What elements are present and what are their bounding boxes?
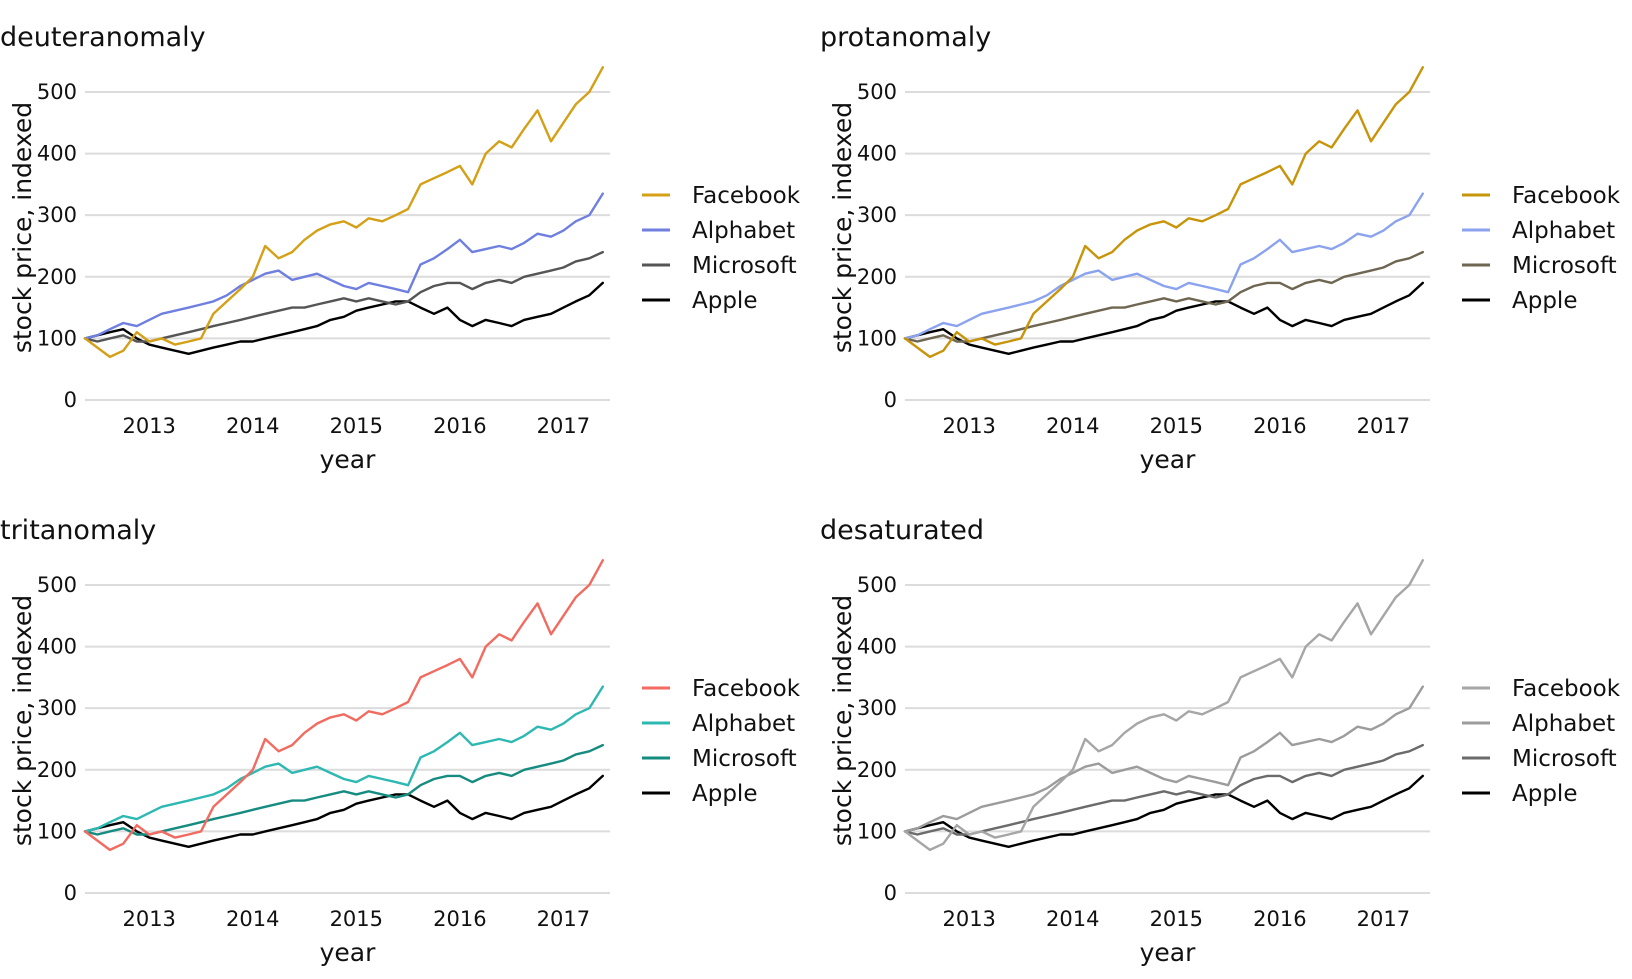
- legend-label: Apple: [692, 781, 757, 807]
- series-line-apple: [903, 281, 1424, 355]
- x-tick-label: 2014: [1046, 414, 1099, 438]
- y-tick-label: 100: [857, 819, 897, 843]
- legend-label: Apple: [1512, 288, 1577, 314]
- y-tick-label: 200: [37, 265, 77, 289]
- y-tick-label: 100: [37, 819, 77, 843]
- x-tick-label: 2013: [122, 907, 175, 931]
- y-axis-title: stock price, indexed: [8, 102, 37, 353]
- legend-label: Microsoft: [692, 253, 797, 279]
- series-line-apple: [903, 774, 1424, 848]
- x-tick-label: 2013: [122, 414, 175, 438]
- chart-panel: tritanomaly 0 100 200 300 400 500 2013 2014 2015 2…: [0, 515, 801, 967]
- x-tick-label: 2014: [226, 414, 279, 438]
- y-tick-label: 400: [857, 142, 897, 166]
- y-axis-title: stock price, indexed: [8, 595, 37, 846]
- y-axis-title: stock price, indexed: [828, 595, 857, 846]
- series-line-microsoft: [83, 250, 604, 343]
- legend-label: Apple: [1512, 781, 1577, 807]
- x-axis-title: year: [1140, 445, 1196, 474]
- x-tick-label: 2016: [1253, 907, 1306, 931]
- series-line-facebook: [83, 559, 604, 852]
- series-line-apple: [83, 281, 604, 355]
- y-tick-label: 400: [857, 635, 897, 659]
- x-tick-label: 2013: [942, 907, 995, 931]
- chart-panel: deuteranomaly 0 100 200 300 400 500 2013 2014 201…: [0, 22, 801, 474]
- legend-label: Facebook: [692, 183, 801, 209]
- x-tick-label: 2016: [1253, 414, 1306, 438]
- x-tick-label: 2014: [226, 907, 279, 931]
- legend-label: Alphabet: [692, 711, 795, 737]
- chart-title: deuteranomaly: [0, 22, 206, 53]
- y-tick-label: 300: [857, 203, 897, 227]
- y-tick-label: 0: [884, 388, 897, 412]
- y-tick-label: 500: [857, 573, 897, 597]
- legend-label: Microsoft: [1512, 746, 1617, 772]
- x-axis-title: year: [320, 938, 376, 967]
- series-line-microsoft: [903, 250, 1424, 343]
- series-line-alphabet: [83, 192, 604, 340]
- x-tick-label: 2014: [1046, 907, 1099, 931]
- y-tick-label: 300: [857, 696, 897, 720]
- x-tick-label: 2015: [330, 907, 383, 931]
- y-tick-label: 200: [857, 265, 897, 289]
- series-line-microsoft: [83, 743, 604, 836]
- x-tick-label: 2015: [1150, 414, 1203, 438]
- y-tick-label: 0: [884, 881, 897, 905]
- chart-panel: desaturated 0 100 200 300 400 500 2013 2014 2015 2…: [820, 515, 1621, 967]
- y-tick-label: 500: [37, 80, 77, 104]
- x-axis-title: year: [1140, 938, 1196, 967]
- chart-title: desaturated: [820, 515, 984, 546]
- y-tick-label: 400: [37, 635, 77, 659]
- legend-label: Microsoft: [1512, 253, 1617, 279]
- y-tick-label: 200: [37, 758, 77, 782]
- x-tick-label: 2016: [433, 907, 486, 931]
- y-tick-label: 500: [857, 80, 897, 104]
- chart-title: protanomaly: [820, 22, 991, 53]
- x-axis-title: year: [320, 445, 376, 474]
- y-axis-title: stock price, indexed: [828, 102, 857, 353]
- chart-panel: protanomaly 0 100 200 300 400 500 2013 2014 2015 2…: [820, 22, 1621, 474]
- y-tick-label: 300: [37, 696, 77, 720]
- y-tick-label: 500: [37, 573, 77, 597]
- x-tick-label: 2013: [942, 414, 995, 438]
- legend-label: Apple: [692, 288, 757, 314]
- series-line-facebook: [903, 559, 1424, 852]
- series-line-apple: [83, 774, 604, 848]
- x-tick-label: 2016: [433, 414, 486, 438]
- series-line-alphabet: [903, 192, 1424, 340]
- legend-label: Facebook: [692, 676, 801, 702]
- series-line-alphabet: [903, 685, 1424, 833]
- y-tick-label: 0: [64, 388, 77, 412]
- series-line-alphabet: [83, 685, 604, 833]
- series-line-microsoft: [903, 743, 1424, 836]
- legend-label: Facebook: [1512, 676, 1621, 702]
- x-tick-label: 2017: [537, 414, 590, 438]
- x-tick-label: 2015: [1150, 907, 1203, 931]
- legend-label: Alphabet: [1512, 218, 1615, 244]
- x-tick-label: 2017: [1357, 907, 1410, 931]
- y-tick-label: 0: [64, 881, 77, 905]
- legend-label: Alphabet: [692, 218, 795, 244]
- x-tick-label: 2015: [330, 414, 383, 438]
- legend-label: Facebook: [1512, 183, 1621, 209]
- legend-label: Microsoft: [692, 746, 797, 772]
- y-tick-label: 100: [857, 326, 897, 350]
- x-tick-label: 2017: [537, 907, 590, 931]
- y-tick-label: 300: [37, 203, 77, 227]
- legend-label: Alphabet: [1512, 711, 1615, 737]
- series-line-facebook: [83, 66, 604, 359]
- y-tick-label: 400: [37, 142, 77, 166]
- x-tick-label: 2017: [1357, 414, 1410, 438]
- y-tick-label: 200: [857, 758, 897, 782]
- series-line-facebook: [903, 66, 1424, 359]
- y-tick-label: 100: [37, 326, 77, 350]
- chart-title: tritanomaly: [0, 515, 156, 546]
